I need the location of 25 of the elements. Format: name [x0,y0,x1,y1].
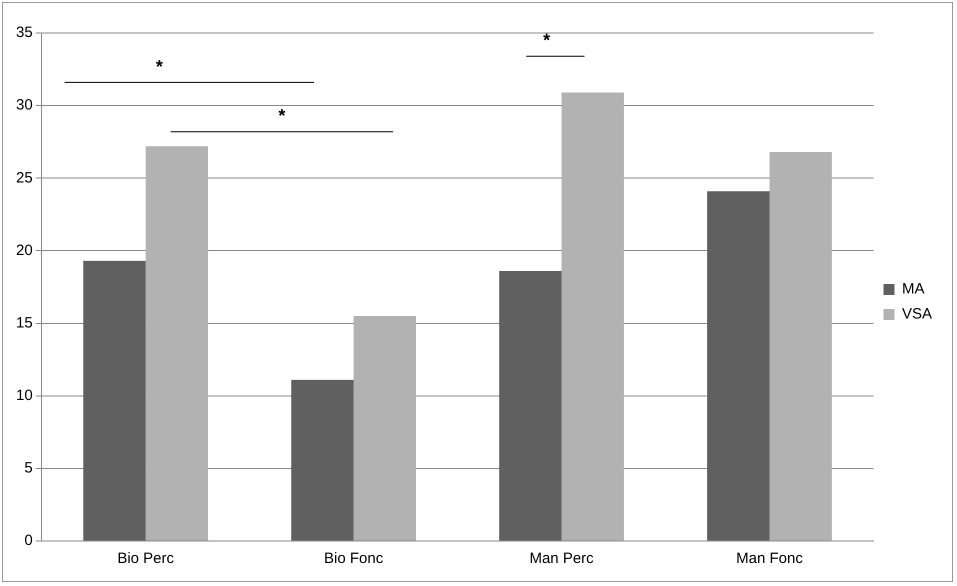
y-tick-label: 10 [16,387,33,404]
bar [83,260,146,540]
bar [562,92,624,540]
y-tick-label: 20 [16,242,33,259]
legend-label: VSA [902,306,932,323]
y-tick-label: 0 [24,532,33,550]
y-tick-label: 30 [16,96,33,114]
bar [770,152,832,540]
x-tick-label: Bio Perc [117,550,174,568]
y-tick-label: 25 [16,169,33,186]
bar [146,146,208,540]
y-tick-label: 35 [16,24,33,42]
x-tick-label: Bio Fonc [324,550,384,568]
annotation: * [543,30,550,50]
y-tick-label: 15 [16,314,33,332]
annotation: * [278,106,286,126]
bar [354,316,416,540]
bar [499,271,562,540]
bar [291,380,354,540]
y-tick-label: 5 [24,460,33,477]
bar [707,191,770,540]
x-tick-label: Man Fonc [736,550,804,568]
x-tick-label: Man Perc [529,550,594,568]
legend-label: MA [902,280,924,298]
annotation: * [156,56,163,76]
